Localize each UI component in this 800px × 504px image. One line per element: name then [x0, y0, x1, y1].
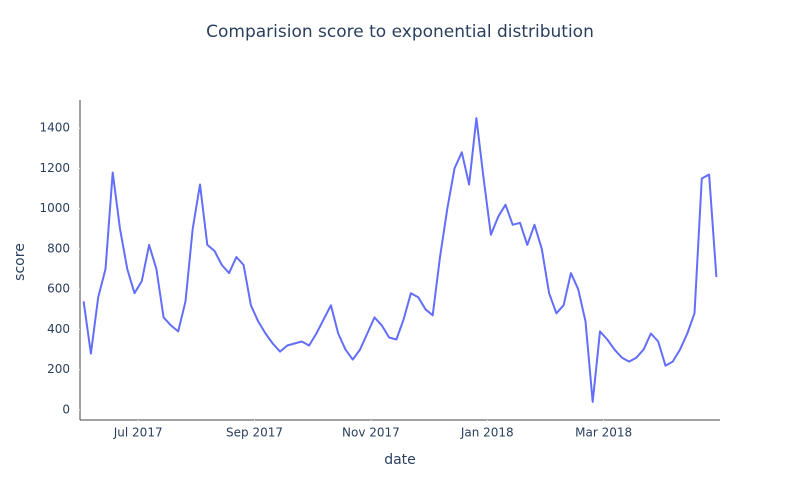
y-axis-label: score [12, 243, 28, 281]
x-tick-label: Jan 2018 [460, 426, 514, 440]
x-axis-label: date [384, 452, 416, 468]
x-tick-label: Mar 2018 [575, 426, 632, 440]
y-tick-label: 1200 [39, 161, 70, 175]
x-tick-label: Jul 2017 [113, 426, 163, 440]
x-tick-label: Sep 2017 [226, 426, 283, 440]
y-tick-label: 800 [47, 241, 70, 255]
y-tick-label: 1000 [39, 201, 70, 215]
x-tick-label: Nov 2017 [342, 426, 400, 440]
y-tick-label: 200 [47, 362, 70, 376]
y-tick-label: 600 [47, 282, 70, 296]
y-tick-label: 400 [47, 322, 70, 336]
y-tick-label: 0 [62, 402, 70, 416]
chart-title: Comparision score to exponential distrib… [206, 22, 594, 42]
line-series [82, 117, 718, 403]
y-tick-label: 1400 [39, 121, 70, 135]
